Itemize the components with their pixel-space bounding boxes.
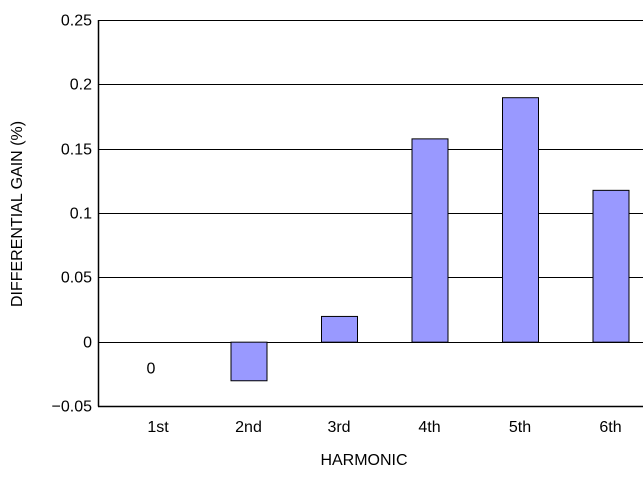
x-tick-label: 3rd	[327, 419, 350, 436]
bar-2nd	[230, 341, 268, 382]
bar-3rd	[321, 315, 358, 343]
x-tick-label: 6th	[599, 419, 621, 436]
y-tick-label: −0.05	[52, 399, 93, 416]
y-tick-label: 0.15	[61, 142, 92, 159]
y-tick-label: 0.25	[61, 13, 92, 30]
y-tick-label: 0.1	[70, 206, 92, 223]
bar-5th	[502, 97, 539, 343]
x-axis-title: HARMONIC	[320, 452, 407, 469]
axes	[97, 20, 643, 408]
gridlines	[98, 20, 643, 343]
x-tick-label: 2nd	[235, 419, 262, 436]
bar-6th	[592, 189, 630, 343]
x-tick-label: 4th	[418, 419, 440, 436]
y-axis-title: DIFFERENTIAL GAIN (%)	[9, 121, 26, 307]
bar-4th	[411, 138, 449, 343]
data-label: 0	[147, 361, 156, 378]
y-tick-label: 0.2	[70, 77, 92, 94]
y-tick-label: 0.05	[61, 270, 92, 287]
x-tick-label: 1st	[147, 419, 169, 436]
x-tick-label: 5th	[509, 419, 531, 436]
y-tick-label: 0	[83, 335, 92, 352]
bars	[230, 97, 630, 382]
tick-labels: −0.05 0 0.05 0.1 0.15 0.2 0.25 1st 2nd 3rd 4th 5th 6…	[52, 13, 622, 437]
